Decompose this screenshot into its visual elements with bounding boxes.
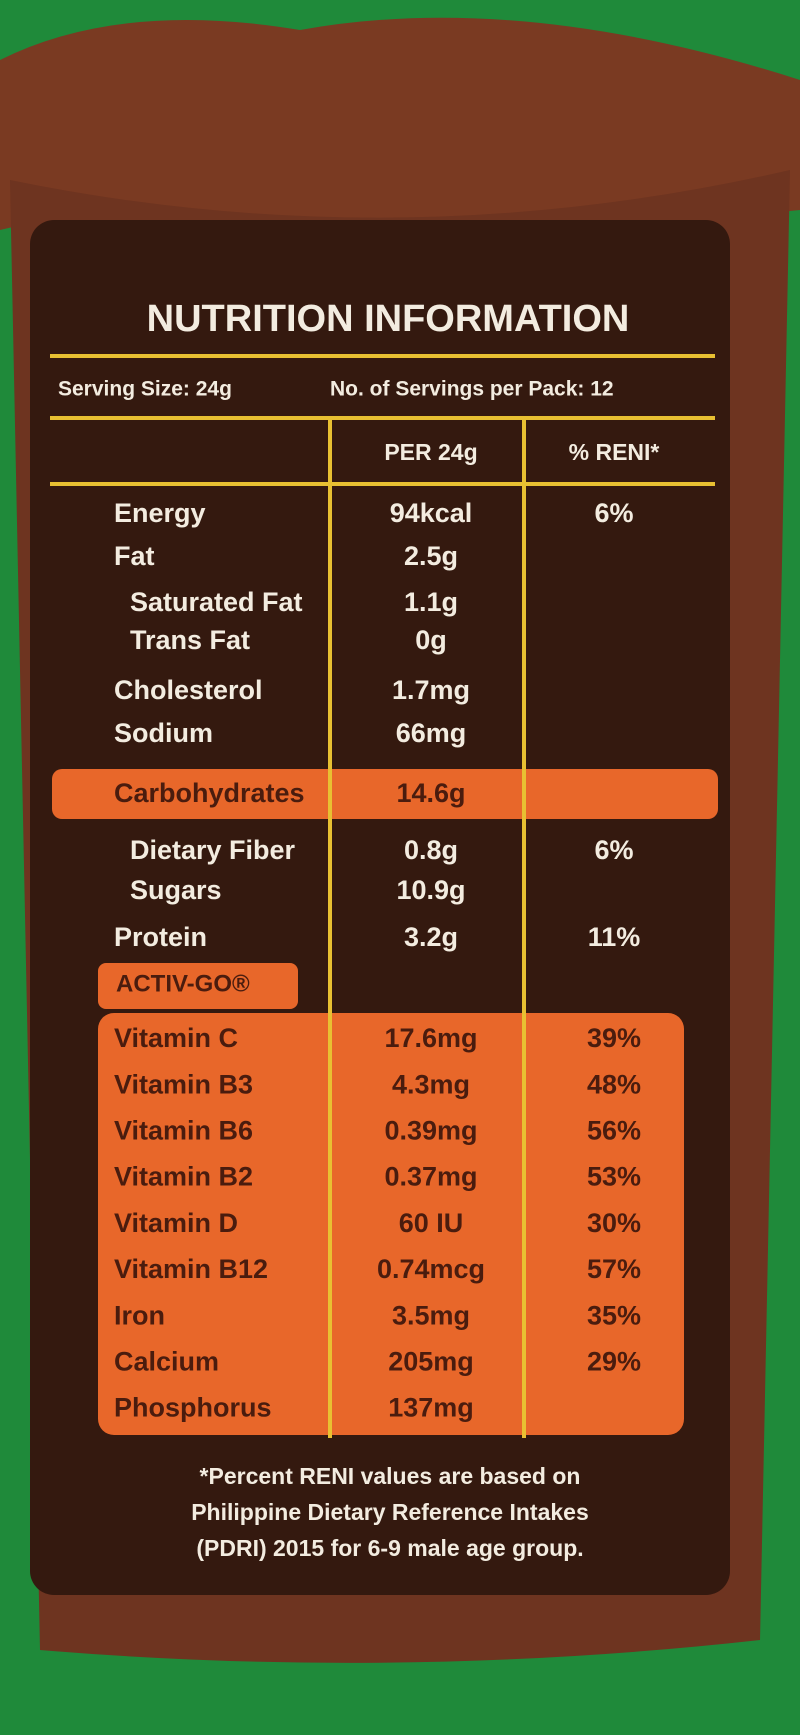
footnote: *Percent RENI values are based on xyxy=(200,1463,581,1489)
nutrient-amount: 1.1g xyxy=(404,587,458,617)
nutrient-name: Vitamin B6 xyxy=(114,1116,253,1146)
nutrient-name: Vitamin B3 xyxy=(114,1069,253,1099)
nutrient-reni: 6% xyxy=(594,498,633,528)
nutrient-reni: 53% xyxy=(587,1162,641,1192)
nutrient-name: Vitamin B12 xyxy=(114,1254,268,1284)
nutrient-reni: 57% xyxy=(587,1254,641,1284)
vitamin-box xyxy=(98,1013,684,1435)
nutrient-amount: 0.74mcg xyxy=(377,1254,485,1284)
chocolate-splash xyxy=(0,17,800,230)
section-title: ACTIV-GO® xyxy=(116,970,250,997)
section-tab xyxy=(98,963,298,1009)
footnote: Philippine Dietary Reference Intakes xyxy=(191,1499,589,1525)
nutrient-reni: 39% xyxy=(587,1023,641,1053)
carb-band xyxy=(52,769,718,819)
serving-size: Serving Size: 24g xyxy=(58,378,232,401)
nutrient-amount: 60 IU xyxy=(399,1208,464,1238)
column-header: % RENI* xyxy=(569,439,660,465)
nutrient-amount: 205mg xyxy=(388,1347,474,1377)
nutrient-name: Sodium xyxy=(114,718,213,748)
nutrient-name: Carbohydrates xyxy=(114,778,305,808)
nutrient-reni: 35% xyxy=(587,1300,641,1330)
nutrient-name: Cholesterol xyxy=(114,675,263,705)
nutrient-name: Phosphorus xyxy=(114,1393,272,1423)
nutrient-name: Protein xyxy=(114,922,207,952)
nutrient-reni: 56% xyxy=(587,1116,641,1146)
nutrient-name: Sugars xyxy=(130,875,222,905)
nutrient-name: Calcium xyxy=(114,1347,219,1377)
nutrient-amount: 0.37mg xyxy=(384,1162,477,1192)
nutrient-reni: 30% xyxy=(587,1208,641,1238)
nutrient-amount: 3.5mg xyxy=(392,1300,470,1330)
nutrient-reni: 11% xyxy=(588,922,641,952)
nutrient-name: Vitamin B2 xyxy=(114,1162,253,1192)
title: NUTRITION INFORMATION xyxy=(147,298,630,340)
nutrient-name: Trans Fat xyxy=(130,625,250,655)
nutrient-name: Dietary Fiber xyxy=(130,835,296,865)
nutrient-amount: 3.2g xyxy=(404,922,458,952)
nutrient-reni: 6% xyxy=(594,835,633,865)
nutrient-amount: 0.39mg xyxy=(384,1116,477,1146)
nutrient-amount: 10.9g xyxy=(396,875,465,905)
nutrient-name: Saturated Fat xyxy=(130,587,303,617)
nutrient-amount: 66mg xyxy=(396,718,467,748)
footnote: (PDRI) 2015 for 6-9 male age group. xyxy=(196,1535,583,1561)
nutrient-name: Vitamin D xyxy=(114,1208,238,1238)
nutrient-amount: 94kcal xyxy=(390,498,473,528)
nutrient-reni: 29% xyxy=(587,1347,641,1377)
nutrient-amount: 14.6g xyxy=(396,778,465,808)
nutrient-name: Vitamin C xyxy=(114,1023,238,1053)
nutrient-amount: 0g xyxy=(415,625,447,655)
nutrient-amount: 0.8g xyxy=(404,835,458,865)
nutrient-reni: 48% xyxy=(587,1069,641,1099)
nutrient-amount: 2.5g xyxy=(404,541,458,571)
nutrient-amount: 1.7mg xyxy=(392,675,470,705)
nutrient-name: Iron xyxy=(114,1300,165,1330)
nutrient-name: Fat xyxy=(114,541,155,571)
nutrient-name: Energy xyxy=(114,498,206,528)
nutrient-amount: 17.6mg xyxy=(384,1023,477,1053)
servings-per-pack: No. of Servings per Pack: 12 xyxy=(330,378,614,401)
nutrient-amount: 137mg xyxy=(388,1393,474,1423)
column-header: PER 24g xyxy=(384,439,477,465)
nutrient-amount: 4.3mg xyxy=(392,1069,470,1099)
